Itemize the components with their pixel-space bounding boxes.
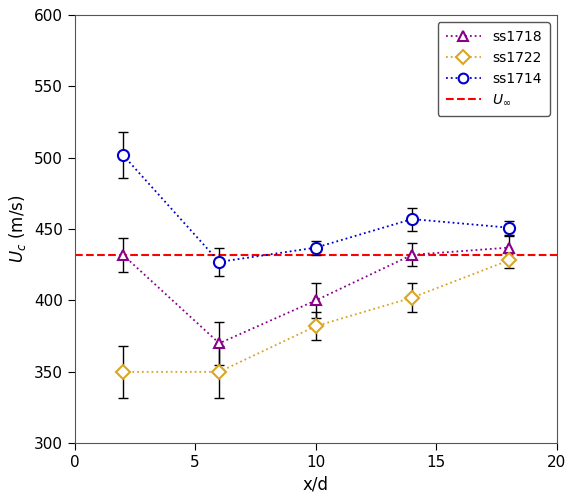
Legend: ss1718, ss1722, ss1714, $U_{\infty}$: ss1718, ss1722, ss1714, $U_{\infty}$ xyxy=(438,22,550,116)
Y-axis label: $U_c$ (m/s): $U_c$ (m/s) xyxy=(7,195,28,263)
X-axis label: x/d: x/d xyxy=(302,476,329,494)
